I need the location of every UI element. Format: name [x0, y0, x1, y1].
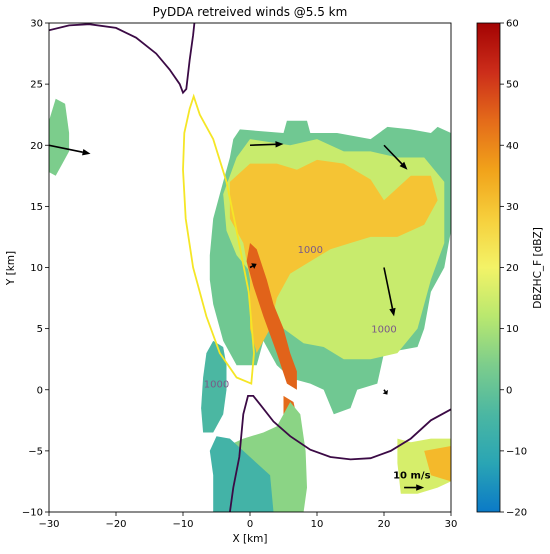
echo-lower-teal [209, 436, 274, 512]
y-tick-label: 10 [30, 263, 43, 274]
x-tick-label: 10 [311, 519, 324, 530]
colorbar-ticks: −20 −10 0 10 20 30 40 50 60 [500, 19, 527, 519]
echo-left-teal [201, 340, 227, 433]
colorbar-tick-label: −20 [506, 508, 527, 519]
dark-contour-lower [229, 395, 451, 512]
echo-core-red [246, 243, 297, 390]
contour-label-0: 1000 [298, 245, 323, 256]
x-tick-label: 20 [378, 519, 391, 530]
y-tick-label: −10 [22, 508, 43, 519]
colorbar-tick-label: 50 [506, 80, 519, 91]
x-axis-label: X [km] [232, 533, 267, 545]
y-axis-label: Y [km] [5, 251, 17, 286]
y-tick-label: 30 [30, 19, 43, 30]
colorbar-tick-label: 60 [506, 19, 519, 30]
y-tick-label: 0 [37, 385, 43, 396]
colorbar-tick-label: −10 [506, 446, 527, 457]
x-tick-label: −20 [105, 519, 126, 530]
colorbar-tick-label: 30 [506, 202, 519, 213]
y-tick-label: 15 [30, 202, 43, 213]
y-tick-label: −5 [28, 446, 43, 457]
chart-title: PyDDA retreived winds @5.5 km [153, 5, 348, 19]
wind-arrow-0 [49, 144, 91, 156]
echo-west-echo [49, 98, 70, 176]
x-tick-label: 0 [247, 519, 253, 530]
axes: −30 −20 −10 0 10 20 30 −10 −5 0 5 10 15 20 25 30 [22, 19, 457, 531]
contour-label-2: 1000 [204, 380, 229, 391]
colorbar-tick-label: 40 [506, 141, 519, 152]
colorbar-tick-label: 0 [506, 385, 512, 396]
echo-lower-right-orange [424, 446, 451, 482]
wind-arrow-4 [383, 267, 396, 317]
colorbar [476, 22, 501, 513]
reference-arrow [404, 484, 425, 491]
dark-contour-upper [49, 23, 196, 95]
echo-main-echo-orange [229, 159, 438, 354]
reference-arrow-label: 10 m/s [393, 471, 430, 482]
y-tick-label: 5 [37, 324, 43, 335]
colorbar-label: DBZHC_F [dBZ] [532, 227, 544, 309]
contour-layer: 1000 1000 1000 [49, 23, 451, 512]
x-tick-label: 30 [445, 519, 458, 530]
wind-arrow-layer: 10 m/s [49, 141, 431, 491]
y-tick-label: 25 [30, 80, 43, 91]
colorbar-tick-label: 10 [506, 324, 519, 335]
wind-arrow-3 [249, 263, 257, 269]
colorbar-tick-label: 20 [506, 263, 519, 274]
contour-label-1: 1000 [371, 325, 396, 336]
reflectivity-layer [49, 98, 451, 512]
yellow-contour [182, 93, 255, 385]
y-tick-label: 20 [30, 141, 43, 152]
wind-arrow-2 [383, 144, 408, 170]
x-tick-label: −10 [172, 519, 193, 530]
wind-arrow-1 [249, 141, 284, 148]
x-tick-label: −30 [38, 519, 59, 530]
wind-arrow-5 [382, 389, 388, 395]
